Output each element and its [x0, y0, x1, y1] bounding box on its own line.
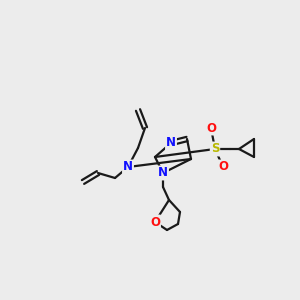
Text: O: O [218, 160, 228, 173]
Text: N: N [166, 136, 176, 149]
Text: O: O [206, 122, 216, 134]
Text: N: N [123, 160, 133, 173]
Text: O: O [150, 215, 160, 229]
Text: S: S [211, 142, 219, 155]
Text: N: N [158, 167, 168, 179]
